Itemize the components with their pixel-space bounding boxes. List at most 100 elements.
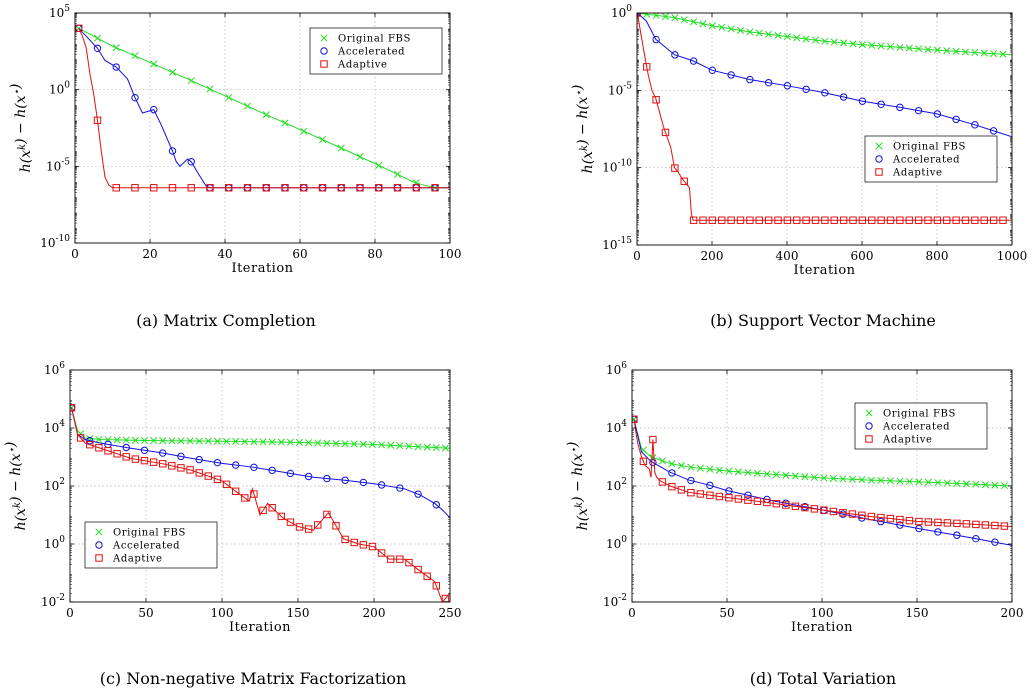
data-point-adaptive bbox=[810, 505, 819, 513]
data-point-original bbox=[715, 466, 723, 474]
data-point-adaptive bbox=[952, 216, 960, 224]
data-point-adaptive bbox=[375, 184, 383, 192]
x-tick-label: 20 bbox=[142, 247, 157, 261]
data-point-adaptive bbox=[250, 490, 258, 498]
legend-marker-original bbox=[875, 142, 883, 150]
data-point-adaptive bbox=[877, 513, 885, 522]
data-point-adaptive bbox=[412, 184, 420, 192]
data-point-accelerated bbox=[177, 452, 185, 461]
data-point-original bbox=[840, 39, 848, 47]
data-point-original bbox=[393, 170, 402, 178]
x-tick-label: 100 bbox=[439, 247, 462, 261]
data-point-adaptive bbox=[753, 497, 762, 506]
data-point-adaptive bbox=[187, 184, 195, 192]
data-point-original bbox=[736, 26, 745, 34]
data-point-accelerated bbox=[727, 71, 735, 79]
data-point-original bbox=[801, 473, 809, 481]
data-point-adaptive bbox=[696, 490, 705, 498]
data-point-original bbox=[277, 438, 285, 446]
data-point-original bbox=[744, 468, 752, 477]
data-point-adaptive bbox=[924, 518, 933, 526]
data-point-adaptive bbox=[356, 184, 364, 192]
panel-c: 0 50 100 150 200 250 10-2 100 102 104 106 Iteration… bbox=[3, 361, 461, 688]
data-point-accelerated bbox=[953, 531, 961, 539]
data-point-adaptive bbox=[377, 549, 386, 557]
data-point-accelerated bbox=[671, 51, 679, 59]
data-point-accelerated bbox=[896, 103, 904, 112]
data-point-adaptive bbox=[423, 572, 431, 580]
data-point-accelerated bbox=[783, 82, 792, 90]
data-point-original bbox=[300, 127, 308, 135]
data-point-adaptive bbox=[734, 495, 743, 503]
data-point-adaptive bbox=[177, 464, 185, 472]
legend-marker-accelerated bbox=[320, 47, 328, 55]
data-point-adaptive bbox=[858, 216, 867, 224]
data-point-original bbox=[905, 44, 913, 52]
data-point-adaptive bbox=[186, 466, 194, 474]
data-point-original bbox=[708, 22, 716, 30]
data-point-adaptive bbox=[848, 510, 857, 518]
data-point-adaptive bbox=[304, 525, 313, 533]
data-point-adaptive bbox=[70, 404, 76, 412]
data-point-original bbox=[206, 85, 214, 93]
data-point-original bbox=[396, 442, 404, 450]
data-point-adaptive bbox=[368, 542, 377, 551]
data-point-original bbox=[643, 13, 651, 18]
data-point-adaptive bbox=[896, 515, 904, 524]
data-point-adaptive bbox=[658, 478, 667, 486]
data-point-adaptive bbox=[393, 184, 402, 192]
plot-frame bbox=[636, 12, 1013, 246]
series-line-accelerated bbox=[71, 407, 450, 519]
data-point-adaptive bbox=[341, 535, 349, 544]
data-point-accelerated bbox=[972, 534, 980, 543]
panel-d: 0 50 100 150 200 10-2 100 102 104 106 Iteration h(x… bbox=[565, 361, 1023, 688]
data-point-accelerated bbox=[687, 476, 695, 485]
data-point-original bbox=[905, 477, 913, 486]
data-point-adaptive bbox=[113, 450, 121, 458]
data-point-original bbox=[305, 439, 313, 447]
data-point-adaptive bbox=[295, 523, 304, 531]
y-tick-label: 102 bbox=[606, 477, 627, 493]
data-point-adaptive bbox=[793, 216, 801, 224]
data-point-adaptive bbox=[231, 487, 240, 495]
x-axis-label: Iteration bbox=[229, 620, 291, 635]
data-point-adaptive bbox=[715, 492, 724, 501]
series-adaptive bbox=[637, 13, 1012, 224]
y-tick-label: 104 bbox=[606, 419, 627, 435]
data-point-accelerated bbox=[706, 481, 714, 490]
data-point-adaptive bbox=[332, 522, 340, 530]
data-point-original bbox=[763, 470, 771, 478]
data-point-accelerated bbox=[746, 75, 754, 84]
data-point-adaptive bbox=[86, 440, 94, 449]
data-point-original bbox=[359, 440, 367, 448]
data-point-original bbox=[671, 14, 679, 22]
data-point-adaptive bbox=[999, 216, 1007, 224]
data-point-adaptive bbox=[213, 475, 222, 483]
data-point-adaptive bbox=[868, 216, 876, 224]
data-point-adaptive bbox=[204, 472, 213, 480]
data-point-adaptive bbox=[661, 128, 670, 137]
data-point-original bbox=[241, 438, 249, 446]
data-point-original bbox=[915, 478, 923, 486]
data-point-accelerated bbox=[341, 476, 349, 484]
data-point-accelerated bbox=[877, 517, 885, 526]
data-point-accelerated bbox=[934, 528, 942, 536]
data-point-accelerated bbox=[668, 469, 676, 477]
data-point-original bbox=[661, 13, 670, 21]
data-point-accelerated bbox=[131, 93, 139, 102]
data-point-original bbox=[858, 41, 866, 49]
legend-marker-original bbox=[865, 409, 873, 417]
data-point-adaptive bbox=[168, 462, 176, 470]
data-point-adaptive bbox=[858, 511, 866, 519]
panel-a: 0 20 40 60 80 100 10-10 10-5 100 105 Iteration h(xk… bbox=[8, 4, 461, 330]
data-point-accelerated bbox=[140, 446, 149, 454]
x-tick-label: 800 bbox=[926, 249, 949, 263]
series-original bbox=[637, 13, 1012, 58]
data-point-original bbox=[971, 48, 979, 57]
data-point-original bbox=[783, 33, 791, 41]
data-point-adaptive bbox=[150, 184, 158, 192]
series-line-adaptive bbox=[78, 28, 450, 189]
data-point-original bbox=[782, 471, 790, 479]
y-axis-label: h(xk) − h(x⋆) bbox=[570, 85, 596, 174]
x-tick-label: 600 bbox=[851, 249, 874, 263]
